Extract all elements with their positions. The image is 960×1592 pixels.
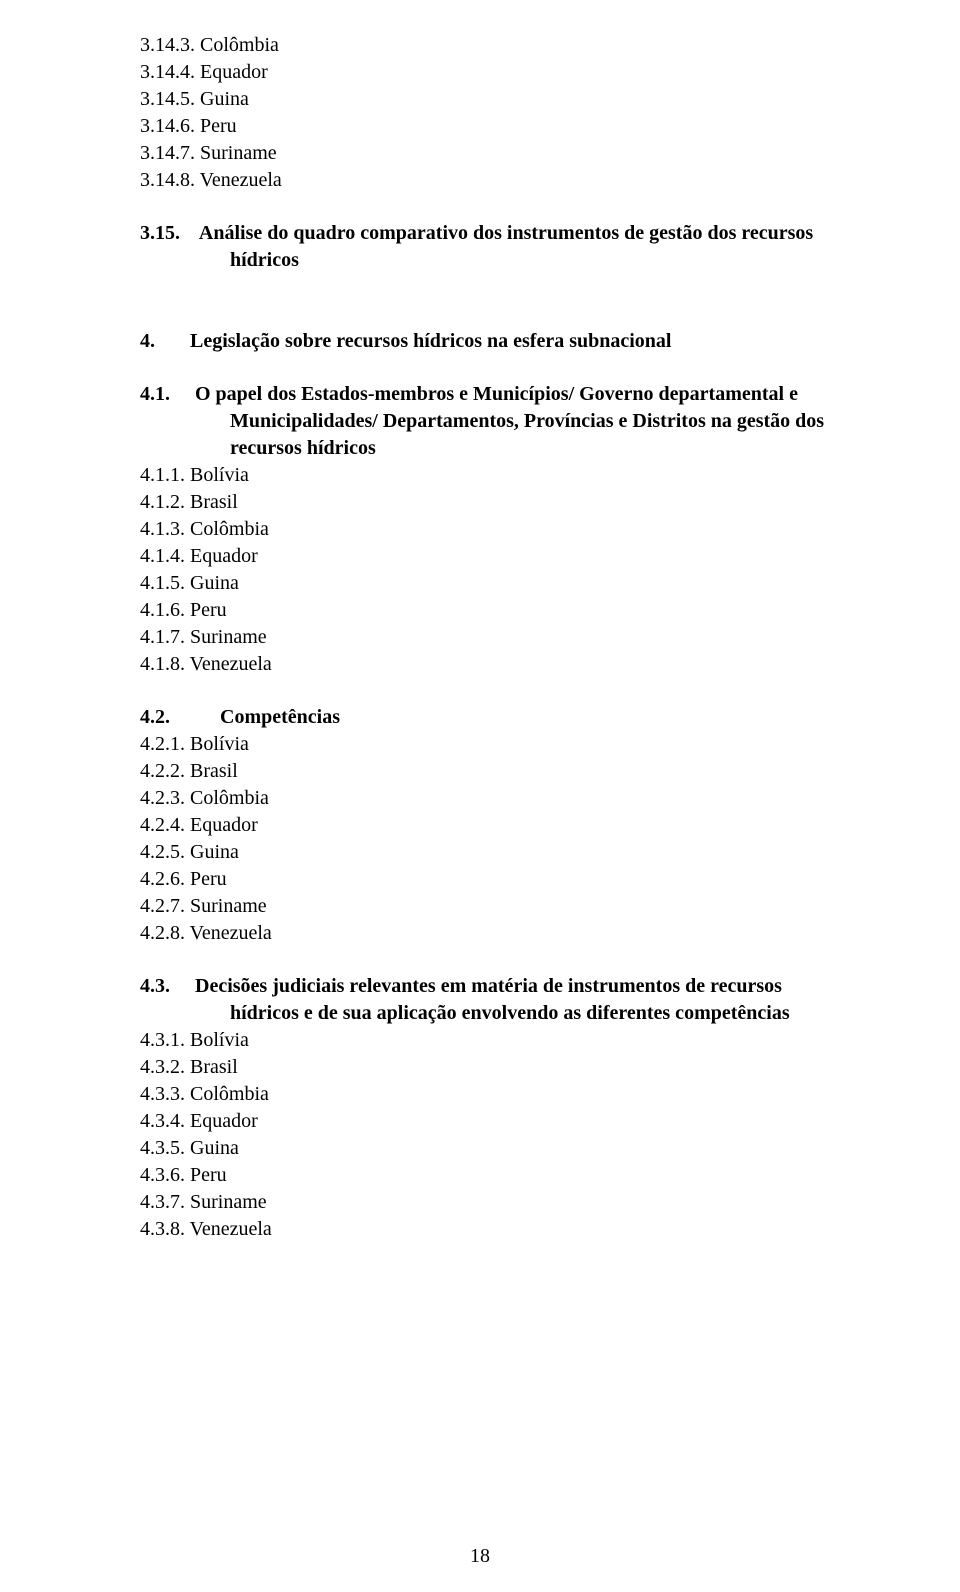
heading-number: 4. <box>140 330 155 352</box>
toc-entry: 4.3.6. Peru <box>140 1162 840 1189</box>
toc-entry: 3.14.5. Guina <box>140 86 840 113</box>
toc-entry: 4.1.6. Peru <box>140 597 840 624</box>
toc-entry: 3.14.4. Equador <box>140 59 840 86</box>
toc-entry: 4.2.4. Equador <box>140 812 840 839</box>
toc-entry: 3.14.3. Colômbia <box>140 32 840 59</box>
toc-entry: 4.2.6. Peru <box>140 866 840 893</box>
toc-entry: 4.2.7. Suriname <box>140 893 840 920</box>
spacer <box>140 678 840 704</box>
toc-heading: 4.3. Decisões judiciais relevantes em ma… <box>140 973 840 1027</box>
toc-entry: 4.3.3. Colômbia <box>140 1081 840 1108</box>
heading-title: Legislação sobre recursos hídricos na es… <box>190 330 671 352</box>
spacer <box>140 947 840 973</box>
toc-heading: 4. Legislação sobre recursos hídricos na… <box>140 328 840 355</box>
spacer <box>140 274 840 328</box>
toc-entry: 3.14.7. Suriname <box>140 140 840 167</box>
toc-heading: 3.15. Análise do quadro comparativo dos … <box>140 220 840 274</box>
toc-entry: 4.3.2. Brasil <box>140 1054 840 1081</box>
toc-entry: 4.3.7. Suriname <box>140 1189 840 1216</box>
toc-entry: 4.3.4. Equador <box>140 1108 840 1135</box>
toc-entry: 4.1.2. Brasil <box>140 489 840 516</box>
toc-entry: 4.2.3. Colômbia <box>140 785 840 812</box>
toc-entry: 4.2.1. Bolívia <box>140 731 840 758</box>
toc-entry: 4.2.2. Brasil <box>140 758 840 785</box>
heading-title: O papel dos Estados-membros e Municípios… <box>195 383 829 459</box>
toc-entry: 4.1.5. Guina <box>140 570 840 597</box>
toc-entry: 4.2.5. Guina <box>140 839 840 866</box>
heading-title: Decisões judiciais relevantes em matéria… <box>195 975 790 1024</box>
toc-entry: 4.2.8. Venezuela <box>140 920 840 947</box>
heading-title: Análise do quadro comparativo dos instru… <box>199 222 818 271</box>
page-number: 18 <box>0 1545 960 1568</box>
document-page: 3.14.3. Colômbia3.14.4. Equador3.14.5. G… <box>0 0 960 1592</box>
toc-entry: 4.3.5. Guina <box>140 1135 840 1162</box>
spacer <box>140 194 840 220</box>
toc-heading: 4.1. O papel dos Estados-membros e Munic… <box>140 381 840 462</box>
heading-number: 4.2. <box>140 706 170 728</box>
toc-entry: 4.3.8. Venezuela <box>140 1216 840 1243</box>
toc-entry: 4.1.1. Bolívia <box>140 462 840 489</box>
toc-entry: 4.1.7. Suriname <box>140 624 840 651</box>
heading-title: Competências <box>220 706 340 728</box>
toc-entry: 4.1.8. Venezuela <box>140 651 840 678</box>
heading-number: 4.3. <box>140 975 170 997</box>
toc-entry: 4.3.1. Bolívia <box>140 1027 840 1054</box>
heading-number: 3.15. <box>140 222 180 244</box>
toc-heading: 4.2. Competências <box>140 704 840 731</box>
toc-entry: 4.1.4. Equador <box>140 543 840 570</box>
toc-entry: 3.14.8. Venezuela <box>140 167 840 194</box>
heading-number: 4.1. <box>140 383 170 405</box>
toc-entry: 3.14.6. Peru <box>140 113 840 140</box>
spacer <box>140 355 840 381</box>
toc-entry: 4.1.3. Colômbia <box>140 516 840 543</box>
